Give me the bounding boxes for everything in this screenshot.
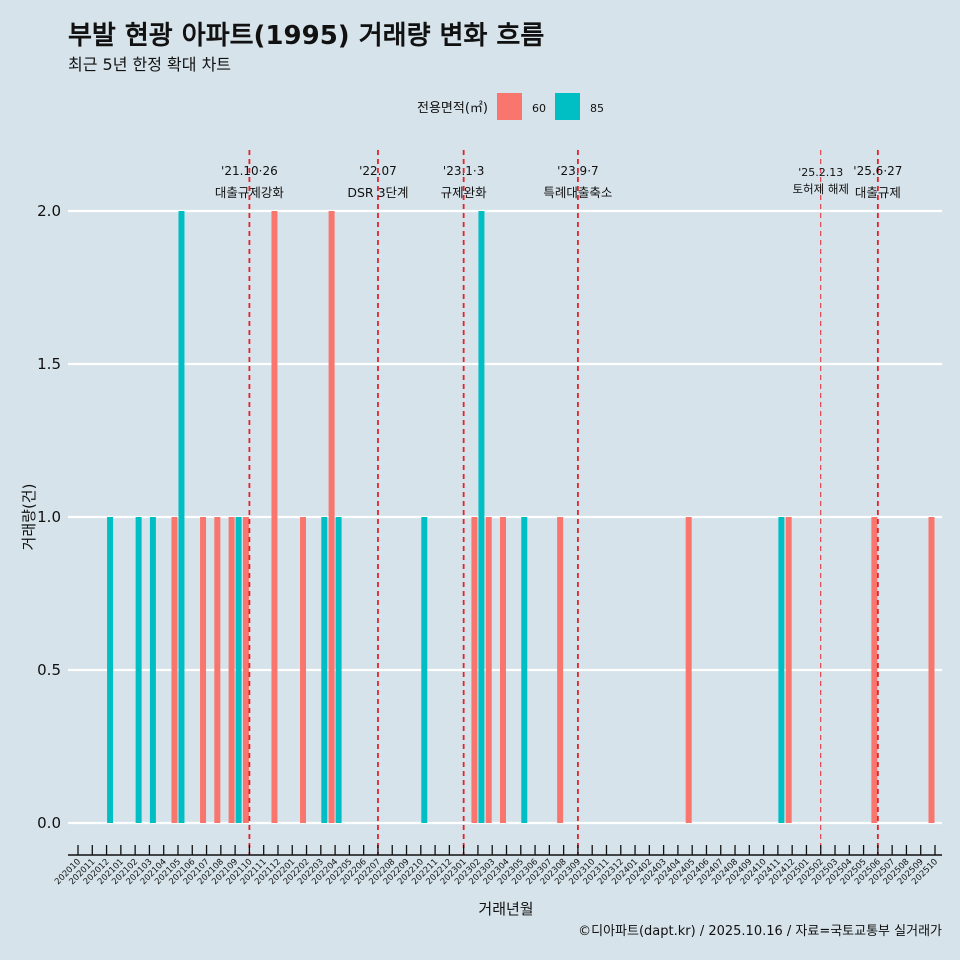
bars	[107, 211, 935, 823]
chart-subtitle: 최근 5년 한정 확대 차트	[68, 55, 231, 74]
bar-85-202203	[321, 517, 328, 823]
bar-60-202304	[500, 517, 506, 823]
legend-label-60: 60	[532, 102, 546, 115]
bar-60-202112	[271, 211, 278, 823]
event-label: 토허제 해제	[792, 182, 849, 196]
event-date: '25.6·27	[853, 164, 902, 178]
bar-60-202506	[871, 517, 878, 823]
event-label: 대출규제	[855, 185, 901, 200]
bar-85-202210	[421, 517, 428, 823]
y-tick-label: 0.5	[37, 661, 61, 679]
event-label: 대출규제강화	[215, 185, 285, 200]
legend-title: 전용면적(㎡)	[417, 101, 488, 116]
event-date: '23.1·3	[443, 164, 484, 178]
bar-85-202305	[521, 517, 528, 823]
event-date: '22.07	[359, 164, 397, 178]
legend-swatch-85	[555, 93, 580, 120]
event-date: '23.9·7	[557, 164, 598, 178]
y-tick-label: 0.0	[37, 814, 61, 832]
event-lines: '21.10·26 대출규제강화 '22.07 DSR 3단계 '23.1·3 규제완화 '…	[215, 150, 902, 855]
bar-60-202202	[300, 517, 307, 823]
bar-60-202108	[214, 517, 221, 823]
y-tick-label: 2.0	[37, 202, 61, 220]
event-label: 특례대출축소	[543, 185, 612, 200]
y-tick-label: 1.0	[37, 508, 61, 526]
caption: ©디아파트(dapt.kr) / 2025.10.16 / 자료=국토교통부 실…	[578, 924, 942, 939]
bar-60-202405	[685, 517, 692, 823]
bar-85-202103	[149, 517, 156, 823]
bar-60-202302	[471, 517, 478, 823]
bar-60-202303	[485, 517, 492, 823]
legend: 전용면적(㎡) 60 85	[417, 93, 604, 120]
legend-swatch-60	[497, 93, 522, 120]
bar-60-202204	[328, 211, 335, 823]
event-date: '21.10·26	[221, 164, 278, 178]
bar-60-202107	[200, 517, 207, 823]
legend-label-85: 85	[590, 102, 604, 115]
y-axis-label: 거래량(건)	[20, 484, 38, 551]
event-date: '25.2.13	[798, 166, 843, 179]
x-axis-label: 거래년월	[478, 900, 533, 918]
event-label: 규제완화	[441, 185, 488, 200]
bar-60-202412	[785, 517, 792, 823]
bar-85-202102	[135, 517, 142, 823]
event-label: DSR 3단계	[347, 185, 408, 200]
bar-85-202204	[335, 517, 342, 823]
bar-60-202308	[557, 517, 564, 823]
bar-85-202012	[107, 517, 114, 823]
bar-85-202411	[778, 517, 785, 823]
bar-60-202110	[242, 517, 249, 823]
axes: 2020102020112020122021012021022021032021…	[53, 845, 942, 887]
bar-85-202302	[478, 211, 485, 823]
chart-title: 부발 현광 아파트(1995) 거래량 변화 흐름	[68, 21, 544, 51]
y-tick-label: 1.5	[37, 355, 61, 373]
bar-60-202105	[171, 517, 178, 823]
bar-85-202105	[178, 211, 185, 823]
bar-85-202109	[235, 517, 242, 823]
bar-60-202510	[928, 517, 935, 823]
bar-60-202109	[228, 517, 235, 823]
